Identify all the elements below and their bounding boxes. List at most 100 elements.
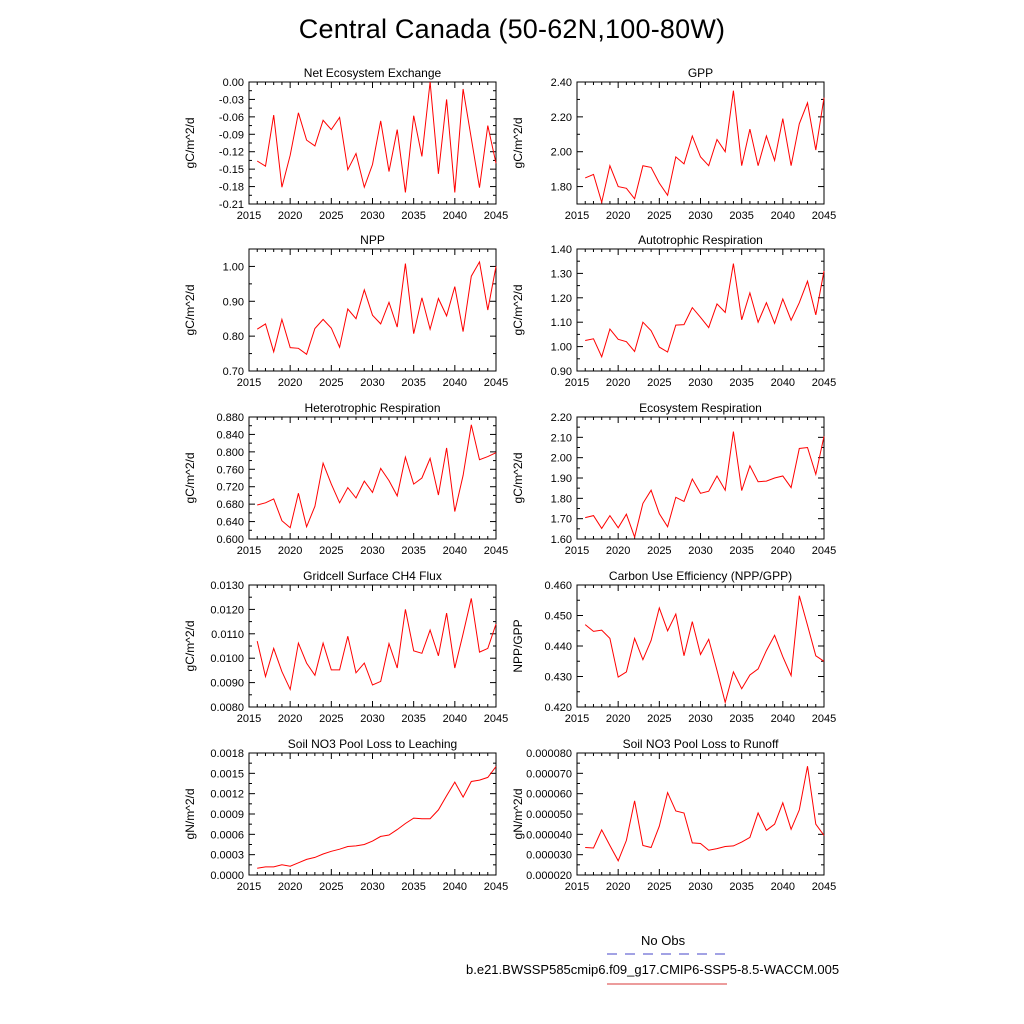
y-tick-label: 2.10 xyxy=(551,432,572,444)
x-tick-label: 2045 xyxy=(812,713,836,725)
y-tick-label: 1.40 xyxy=(551,244,572,256)
x-tick-label: 2040 xyxy=(771,210,795,222)
y-tick-label: 0.0090 xyxy=(210,678,244,690)
y-tick-label: 0.0006 xyxy=(210,829,244,841)
x-tick-label: 2030 xyxy=(360,881,384,893)
x-tick-label: 2045 xyxy=(484,545,508,557)
y-axis-label: NPP/GPP xyxy=(511,619,525,672)
panel-title: NPP xyxy=(360,233,385,247)
y-tick-label: 0.680 xyxy=(216,499,244,511)
y-tick-label: 0.000070 xyxy=(526,768,572,780)
x-tick-label: 2020 xyxy=(606,713,630,725)
x-tick-label: 2035 xyxy=(729,881,753,893)
y-axis-label: gC/m^2/d xyxy=(511,118,525,169)
y-tick-label: 1.80 xyxy=(551,493,572,505)
x-tick-label: 2035 xyxy=(401,377,425,389)
y-tick-label: 0.000060 xyxy=(526,789,572,801)
x-tick-label: 2035 xyxy=(401,545,425,557)
figure-title: Central Canada (50-62N,100-80W) xyxy=(298,14,726,44)
x-tick-label: 2025 xyxy=(319,210,343,222)
x-tick-label: 2015 xyxy=(237,713,261,725)
x-tick-label: 2025 xyxy=(647,881,671,893)
series-line xyxy=(256,598,497,692)
x-tick-label: 2035 xyxy=(729,713,753,725)
x-tick-label: 2025 xyxy=(647,210,671,222)
panel-4: Autotrophic Respiration gC/m^2/d 2015 2020 2… xyxy=(511,233,836,389)
series-line xyxy=(584,595,825,705)
panel-title: Net Ecosystem Exchange xyxy=(304,66,442,80)
x-tick-label: 2025 xyxy=(319,881,343,893)
y-axis-label: gC/m^2/d xyxy=(183,453,197,504)
y-tick-label: 0.800 xyxy=(216,447,244,459)
x-tick-label: 2020 xyxy=(606,881,630,893)
y-axis-label: gC/m^2/d xyxy=(183,621,197,672)
panel-title: Heterotrophic Respiration xyxy=(304,401,440,415)
x-tick-label: 2025 xyxy=(319,713,343,725)
y-tick-label: 0.0080 xyxy=(210,702,244,714)
series-line xyxy=(585,263,825,359)
y-tick-label: 1.70 xyxy=(551,514,572,526)
x-tick-label: 2045 xyxy=(812,377,836,389)
y-tick-label: 0.00 xyxy=(223,77,244,89)
panel-9: Soil NO3 Pool Loss to Leaching gN/m^2/d 20… xyxy=(183,737,508,893)
x-tick-label: 2040 xyxy=(443,545,467,557)
panel-3: NPP gC/m^2/d 2015 2020 2025 2030 2035 2040 2045 0… xyxy=(183,233,508,389)
y-tick-label: 0.70 xyxy=(223,366,244,378)
y-tick-label: 0.0018 xyxy=(210,748,244,760)
x-tick-label: 2045 xyxy=(812,545,836,557)
y-tick-label: -0.03 xyxy=(219,94,244,106)
x-tick-label: 2025 xyxy=(647,545,671,557)
y-axis-label: gC/m^2/d xyxy=(183,118,197,169)
x-tick-label: 2040 xyxy=(443,881,467,893)
x-tick-label: 2040 xyxy=(443,210,467,222)
panel-title: Ecosystem Respiration xyxy=(639,401,762,415)
x-tick-label: 2035 xyxy=(729,377,753,389)
y-tick-label: 0.880 xyxy=(216,412,244,424)
y-axis-label: gN/m^2/d xyxy=(511,789,525,840)
y-tick-label: 0.600 xyxy=(216,534,244,546)
panel-2: GPP gC/m^2/d 2015 2020 2025 2030 2035 2040 2045 1… xyxy=(511,66,836,222)
y-tick-label: 1.20 xyxy=(551,293,572,305)
y-tick-label: -0.09 xyxy=(219,129,244,141)
y-tick-label: 0.460 xyxy=(544,580,572,592)
y-tick-label: 1.10 xyxy=(551,317,572,329)
x-tick-label: 2045 xyxy=(812,881,836,893)
y-tick-label: -0.18 xyxy=(219,182,244,194)
y-tick-label: 1.00 xyxy=(551,342,572,354)
x-tick-label: 2040 xyxy=(771,881,795,893)
y-tick-label: 0.450 xyxy=(544,611,572,623)
x-tick-label: 2020 xyxy=(606,545,630,557)
x-tick-label: 2020 xyxy=(606,210,630,222)
y-tick-label: 0.90 xyxy=(223,296,244,308)
x-tick-label: 2015 xyxy=(565,377,589,389)
x-tick-label: 2025 xyxy=(319,545,343,557)
x-tick-label: 2030 xyxy=(360,713,384,725)
x-tick-label: 2015 xyxy=(237,881,261,893)
y-tick-label: 0.420 xyxy=(544,702,572,714)
plot-frame xyxy=(248,752,497,876)
x-tick-label: 2030 xyxy=(688,545,712,557)
series-line xyxy=(585,766,825,862)
x-tick-label: 2025 xyxy=(647,377,671,389)
x-tick-label: 2015 xyxy=(565,881,589,893)
plot-frame xyxy=(576,584,825,708)
x-tick-label: 2015 xyxy=(237,545,261,557)
x-tick-label: 2020 xyxy=(278,377,302,389)
y-tick-label: 0.430 xyxy=(544,672,572,684)
y-tick-label: 1.00 xyxy=(223,261,244,273)
y-tick-label: -0.21 xyxy=(219,199,244,211)
x-tick-label: 2020 xyxy=(278,210,302,222)
plot-frame xyxy=(248,416,497,540)
panel-title: Carbon Use Efficiency (NPP/GPP) xyxy=(609,569,792,583)
y-tick-label: 2.20 xyxy=(551,112,572,124)
panel-1: Net Ecosystem Exchange gC/m^2/d 2015 2020 20… xyxy=(183,66,508,222)
y-tick-label: -0.12 xyxy=(219,147,244,159)
x-tick-label: 2025 xyxy=(319,377,343,389)
plot-frame xyxy=(576,416,825,540)
x-tick-label: 2035 xyxy=(729,210,753,222)
x-tick-label: 2045 xyxy=(484,881,508,893)
panel-7: Gridcell Surface CH4 Flux gC/m^2/d 2015 202… xyxy=(183,569,508,725)
x-tick-label: 2015 xyxy=(237,210,261,222)
y-tick-label: 0.0003 xyxy=(210,850,244,862)
y-tick-label: 0.0015 xyxy=(210,768,244,780)
